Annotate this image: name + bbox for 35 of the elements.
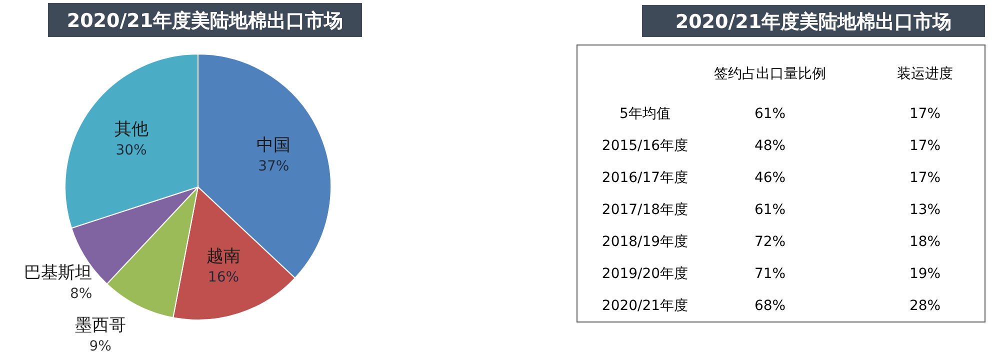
- category-label: 2019/20年度: [602, 266, 688, 282]
- chart-title: 2020/21年度美陆地棉出口市场: [66, 10, 344, 32]
- text: 61%: [754, 202, 786, 218]
- category-label: 签约占出口量比例: [714, 66, 826, 82]
- category-label: 2020/21年度: [602, 298, 688, 314]
- text: 19%: [909, 266, 941, 282]
- text: 72%: [754, 234, 786, 250]
- slice-label: 其他: [114, 120, 148, 140]
- text: 68%: [754, 298, 786, 314]
- slice-label: 墨西哥: [74, 316, 126, 336]
- data-label: 30%: [116, 142, 147, 159]
- text: 46%: [754, 170, 786, 186]
- text: 18%: [909, 234, 941, 250]
- text: 17%: [909, 138, 941, 154]
- slice-label: 中国: [256, 135, 291, 156]
- data-label: 37%: [258, 158, 290, 174]
- text: 28%: [909, 298, 941, 314]
- text: 71%: [754, 266, 786, 282]
- category-label: 2016/17年度: [602, 170, 688, 186]
- slice-label: 越南: [206, 246, 240, 266]
- category-label: 2018/19年度: [602, 234, 688, 250]
- category-label: 装运进度: [897, 66, 953, 82]
- text: 2020/21年度美陆地棉出口市场: [675, 11, 952, 33]
- data-label: 8%: [70, 286, 92, 302]
- data-label: 16%: [208, 269, 240, 286]
- text: 13%: [909, 202, 941, 218]
- text: 17%: [909, 170, 941, 186]
- text: 48%: [754, 138, 786, 154]
- category-label: 2015/16年度: [602, 138, 688, 154]
- category-label: 2017/18年度: [602, 202, 688, 218]
- slice-label: 巴基斯坦: [24, 262, 92, 283]
- category-label: 5年均值: [620, 106, 670, 122]
- text: 17%: [909, 106, 941, 122]
- text: 61%: [754, 106, 786, 122]
- data-label: 9%: [89, 338, 112, 355]
